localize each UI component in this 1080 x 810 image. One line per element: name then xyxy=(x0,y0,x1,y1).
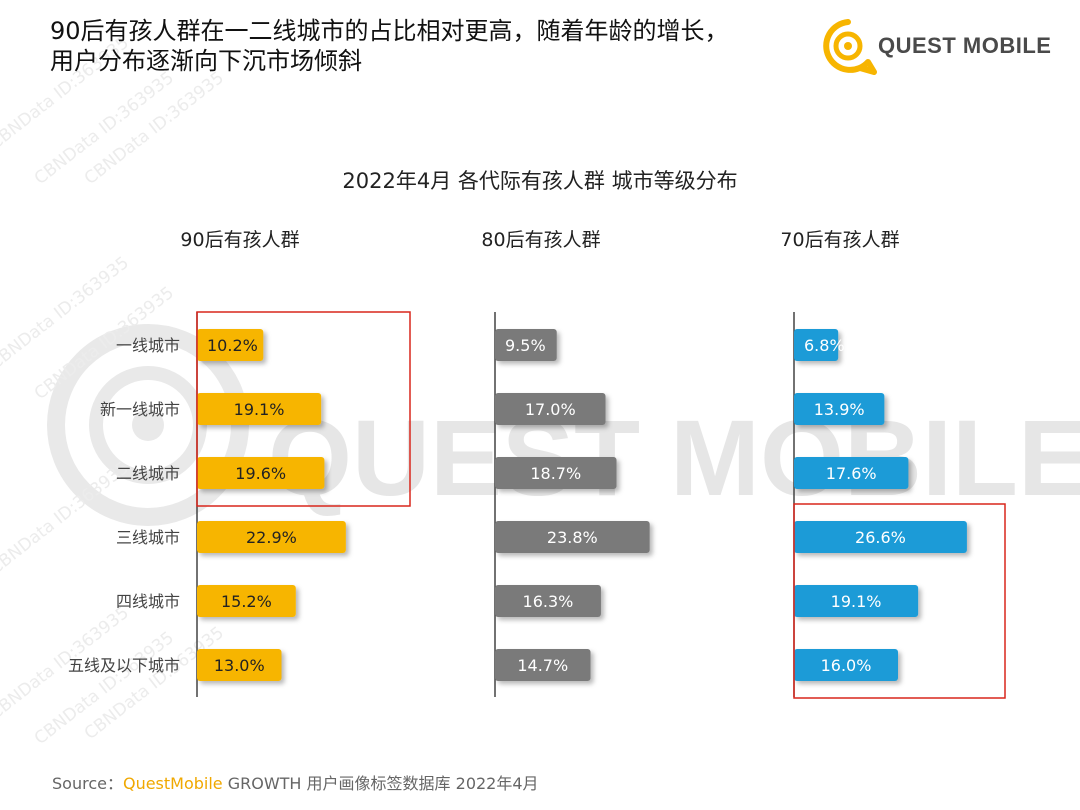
logo-text: QUEST MOBILE xyxy=(878,33,1052,58)
data-label: 14.7% xyxy=(517,656,568,675)
bar xyxy=(197,521,346,553)
category-label: 新一线城市 xyxy=(100,400,180,419)
bar xyxy=(197,585,296,617)
headline-line-2: 用户分布逐渐向下沉市场倾斜 xyxy=(50,47,362,75)
chart-title: 2022年4月 各代际有孩人群 城市等级分布 xyxy=(342,169,738,193)
category-label: 三线城市 xyxy=(116,528,180,547)
bar xyxy=(794,329,839,361)
category-label: 一线城市 xyxy=(116,336,180,355)
bar xyxy=(495,393,606,425)
bar xyxy=(495,649,591,681)
category-label: 四线城市 xyxy=(116,592,180,611)
bar xyxy=(794,649,898,681)
data-label: 16.0% xyxy=(821,656,872,675)
bar xyxy=(495,457,617,489)
data-label: 9.5% xyxy=(505,336,546,355)
data-label: 22.9% xyxy=(246,528,297,547)
data-label: 15.2% xyxy=(221,592,272,611)
data-label: 19.6% xyxy=(235,464,286,483)
data-label: 18.7% xyxy=(530,464,581,483)
source-prefix: Source： xyxy=(52,774,123,793)
headline-line-1: 90后有孩人群在一二线城市的占比相对更高，随着年龄的增长， xyxy=(50,17,729,45)
bar xyxy=(197,329,264,361)
category-label: 二线城市 xyxy=(116,464,180,483)
bar xyxy=(197,393,322,425)
bar xyxy=(197,457,325,489)
data-label: 19.1% xyxy=(831,592,882,611)
source-brand: QuestMobile xyxy=(122,774,223,793)
category-label: 五线及以下城市 xyxy=(68,656,180,675)
page-headline: 90后有孩人群在一二线城市的占比相对更高，随着年龄的增长， 用户分布逐渐向下沉市… xyxy=(50,16,810,76)
data-label: 26.6% xyxy=(855,528,906,547)
data-label: 17.6% xyxy=(826,464,877,483)
source-note: Source：QuestMobile GROWTH 用户画像标签数据库 2022… xyxy=(52,770,539,794)
bar xyxy=(495,329,557,361)
highlight-box xyxy=(793,503,1006,699)
data-label: 19.1% xyxy=(234,400,285,419)
data-label: 17.0% xyxy=(525,400,576,419)
data-label: 6.8% xyxy=(804,336,845,355)
bar xyxy=(794,585,919,617)
bar xyxy=(794,393,885,425)
series-header: 90后有孩人群 xyxy=(180,229,299,251)
bar xyxy=(794,521,967,553)
bar xyxy=(794,457,909,489)
questmobile-logo: QUEST MOBILE xyxy=(818,14,1051,78)
bar xyxy=(197,649,282,681)
source-rest: GROWTH 用户画像标签数据库 2022年4月 xyxy=(222,774,539,793)
data-label: 23.8% xyxy=(547,528,598,547)
data-label: 10.2% xyxy=(207,336,258,355)
highlight-box xyxy=(196,311,411,507)
data-label: 16.3% xyxy=(523,592,574,611)
series-header: 70后有孩人群 xyxy=(780,229,899,251)
bar xyxy=(495,521,650,553)
questmobile-logo-icon xyxy=(823,19,877,75)
series-header: 80后有孩人群 xyxy=(481,229,600,251)
data-label: 13.9% xyxy=(814,400,865,419)
bar xyxy=(495,585,601,617)
data-label: 13.0% xyxy=(214,656,265,675)
